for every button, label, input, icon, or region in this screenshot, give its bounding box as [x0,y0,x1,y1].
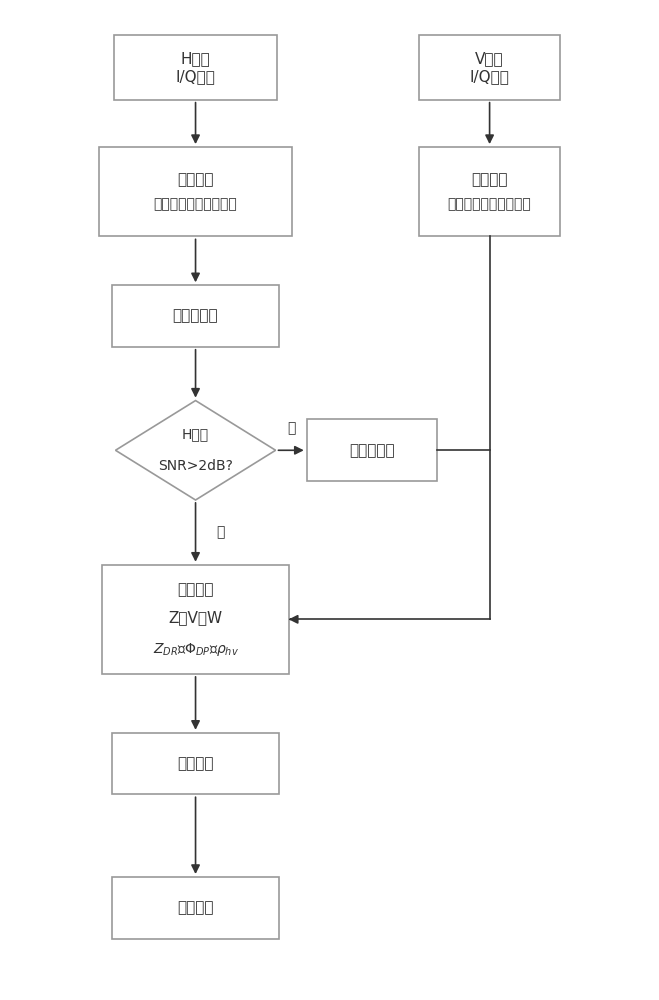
FancyBboxPatch shape [419,35,560,100]
Text: H通道: H通道 [182,427,209,441]
Text: $Z_{DR}$、$\Phi_{DP}$、$\rho_{hv}$: $Z_{DR}$、$\Phi_{DP}$、$\rho_{hv}$ [153,641,239,658]
Text: 结果输出: 结果输出 [177,900,214,915]
FancyBboxPatch shape [102,565,289,674]
Text: 质量控制: 质量控制 [177,756,214,771]
Text: 相干积累: 相干积累 [177,172,214,187]
Text: 否: 否 [287,421,295,435]
FancyBboxPatch shape [112,733,279,794]
Text: I/Q数据: I/Q数据 [470,69,509,84]
Text: （零阶、一阶自相关）: （零阶、一阶自相关） [447,197,531,211]
FancyBboxPatch shape [419,147,560,236]
Text: H通道: H通道 [181,51,210,66]
Polygon shape [115,401,275,500]
Text: 无天气回波: 无天气回波 [349,443,395,458]
Text: （零阶、一阶自相关）: （零阶、一阶自相关） [154,197,237,211]
Text: I/Q数据: I/Q数据 [175,69,215,84]
Text: V通道: V通道 [475,51,504,66]
FancyBboxPatch shape [114,35,277,100]
Text: 相干积累: 相干积累 [471,172,508,187]
Text: 计算信噪比: 计算信噪比 [173,309,218,324]
FancyBboxPatch shape [112,285,279,347]
Text: 是: 是 [216,525,225,539]
Text: Z、V、W: Z、V、W [169,610,223,625]
FancyBboxPatch shape [112,877,279,939]
Text: 提取参量: 提取参量 [177,582,214,597]
FancyBboxPatch shape [306,419,438,481]
Text: SNR>2dB?: SNR>2dB? [158,459,233,473]
FancyBboxPatch shape [99,147,292,236]
